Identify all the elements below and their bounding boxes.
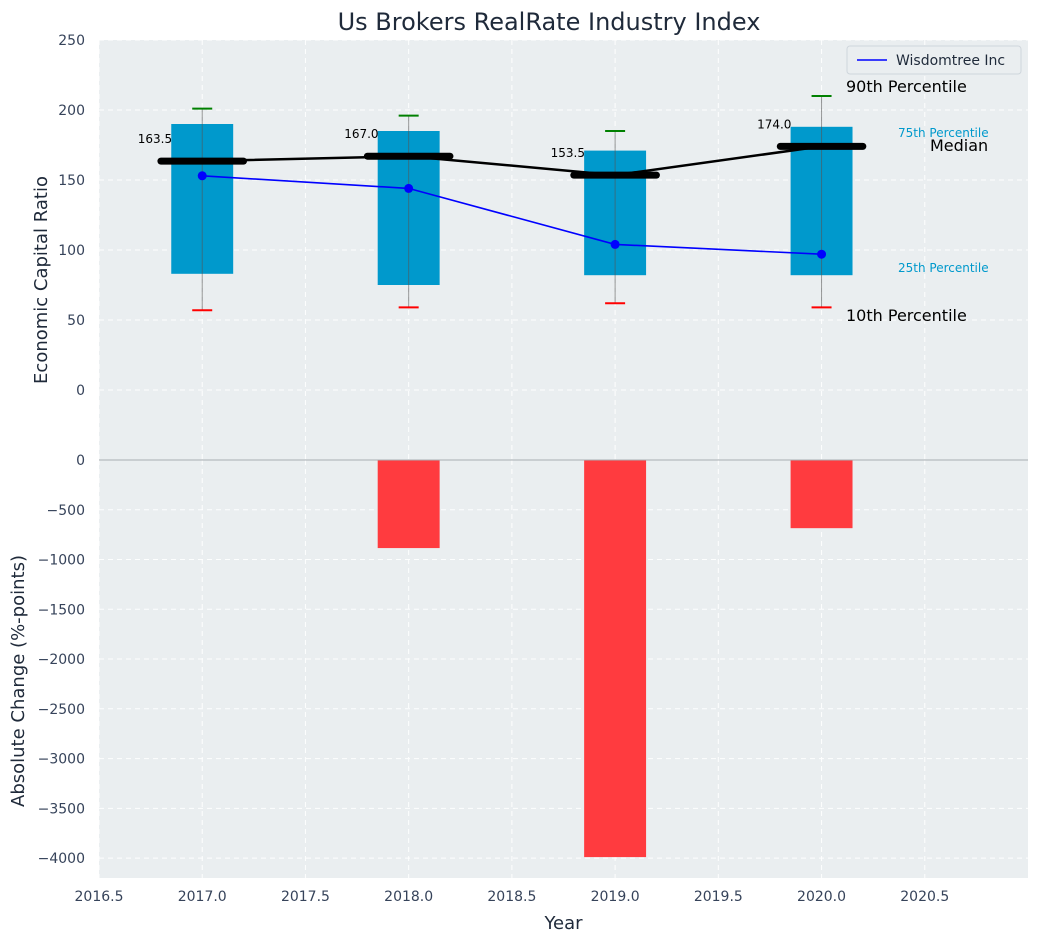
median-series: 163.5 167.0 153.5 174.0 xyxy=(138,117,867,179)
median-label-2018: 167.0 xyxy=(344,127,378,141)
company-point-2017 xyxy=(197,171,207,181)
bottom-y-tick-4: −2000 xyxy=(38,652,85,668)
top-y-tick-3: 150 xyxy=(58,173,85,189)
x-tick-0: 2016.5 xyxy=(75,889,124,905)
x-tick-1: 2017.0 xyxy=(178,889,227,905)
annotation-90th-percentile: 90th Percentile xyxy=(846,77,967,96)
top-y-tick-1: 50 xyxy=(67,313,85,329)
x-axis-label: Year xyxy=(543,913,583,934)
top-y-tick-2: 100 xyxy=(58,243,85,259)
bottom-y-tick-7: −3500 xyxy=(38,801,85,817)
top-y-tick-0: 0 xyxy=(76,383,85,399)
bottom-y-tick-0: 0 xyxy=(76,453,85,469)
annotation-10th-percentile: 10th Percentile xyxy=(846,306,967,325)
x-tick-6: 2019.5 xyxy=(694,889,743,905)
x-tick-5: 2019.0 xyxy=(591,889,640,905)
median-label-2020: 174.0 xyxy=(757,117,791,131)
bottom-y-tick-5: −2500 xyxy=(38,702,85,718)
top-y-tick-5: 250 xyxy=(58,33,85,49)
legend-box xyxy=(846,45,1022,75)
company-point-2019 xyxy=(610,239,620,249)
chart-title: Us Brokers RealRate Industry Index xyxy=(338,8,761,36)
change-bars xyxy=(377,460,853,858)
top-y-tick-4: 200 xyxy=(58,103,85,119)
percentile-annotations: 90th Percentile 75th Percentile Median 2… xyxy=(846,77,989,325)
x-tick-7: 2020.0 xyxy=(797,889,846,905)
percentile-boxes xyxy=(171,95,853,312)
bottom-y-tick-labels: 0 −500 −1000 −1500 −2000 −2500 −3000 −3500 −4000 xyxy=(38,453,85,867)
x-tick-3: 2018.0 xyxy=(384,889,433,905)
top-y-axis-label: Economic Capital Ratio xyxy=(31,176,52,384)
change-bar-2019 xyxy=(584,460,647,858)
legend: Wisdomtree Inc xyxy=(846,45,1022,75)
median-line-path xyxy=(202,145,822,177)
top-panel: 0 50 100 150 200 250 Economic Capital Ratio 1… xyxy=(31,33,1028,460)
annotation-median: Median xyxy=(930,136,988,155)
x-tick-8: 2020.5 xyxy=(900,889,949,905)
top-y-tick-labels: 0 50 100 150 200 250 xyxy=(58,33,85,399)
bottom-y-axis-label: Absolute Change (%-points) xyxy=(8,555,29,807)
bottom-y-tick-6: −3000 xyxy=(38,752,85,768)
x-tick-labels: 2016.5 2017.0 2017.5 2018.0 2018.5 2019.0 2019… xyxy=(75,889,950,905)
legend-label-wisdomtree: Wisdomtree Inc xyxy=(896,53,1005,69)
bottom-y-tick-8: −4000 xyxy=(38,851,85,867)
change-bar-2020 xyxy=(790,460,853,529)
annotation-75th-percentile: 75th Percentile xyxy=(898,126,989,140)
bottom-y-tick-1: −500 xyxy=(47,503,85,519)
bottom-plot-background xyxy=(99,460,1028,878)
x-tick-2: 2017.5 xyxy=(281,889,330,905)
change-bar-2018 xyxy=(377,460,440,549)
company-point-2018 xyxy=(404,183,414,193)
company-point-2020 xyxy=(817,249,827,259)
median-label-2017: 163.5 xyxy=(138,132,172,146)
median-label-2019: 153.5 xyxy=(551,146,585,160)
annotation-25th-percentile: 25th Percentile xyxy=(898,261,989,275)
company-series xyxy=(197,171,827,259)
company-line-path xyxy=(202,175,822,255)
bottom-panel: 0 −500 −1000 −1500 −2000 −2500 −3000 −3500 −4000… xyxy=(8,453,1028,934)
x-tick-4: 2018.5 xyxy=(487,889,536,905)
bottom-y-tick-3: −1500 xyxy=(38,602,85,618)
bottom-y-tick-2: −1000 xyxy=(38,553,85,569)
